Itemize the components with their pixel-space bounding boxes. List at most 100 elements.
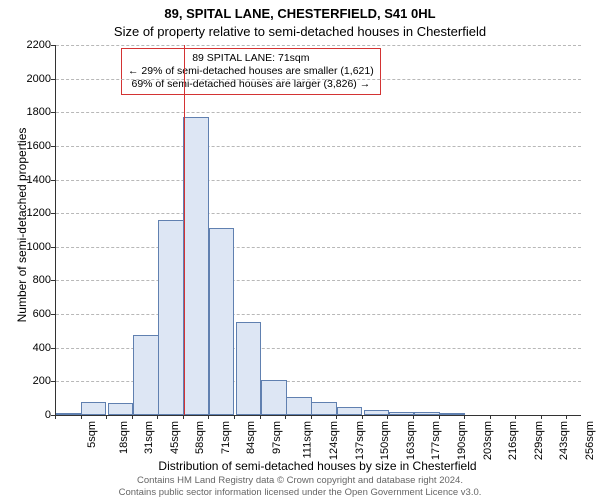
- xtick-mark: [439, 415, 440, 419]
- histogram-bar: [311, 402, 337, 415]
- ytick-label: 800: [25, 274, 51, 286]
- gridline: [56, 213, 581, 214]
- gridline: [56, 79, 581, 80]
- y-axis-label: Number of semi-detached properties: [15, 40, 29, 410]
- footer-attribution: Contains HM Land Registry data © Crown c…: [0, 475, 600, 498]
- histogram-bar: [439, 413, 465, 415]
- ytick-label: 1200: [25, 207, 51, 219]
- histogram-bar: [81, 402, 107, 415]
- xtick-label: 163sqm: [405, 421, 417, 460]
- xtick-label: 18sqm: [118, 421, 130, 454]
- gridline: [56, 247, 581, 248]
- annotation-line1: 89 SPITAL LANE: 71sqm: [128, 52, 374, 65]
- ytick-mark: [51, 213, 55, 214]
- chart-title-sub: Size of property relative to semi-detach…: [0, 24, 600, 39]
- xtick-label: 97sqm: [271, 421, 283, 454]
- ytick-label: 200: [25, 375, 51, 387]
- xtick-label: 177sqm: [431, 421, 443, 460]
- ytick-label: 1800: [25, 106, 51, 118]
- xtick-mark: [285, 415, 286, 419]
- xtick-label: 243sqm: [558, 421, 570, 460]
- ytick-mark: [51, 45, 55, 46]
- annotation-box: 89 SPITAL LANE: 71sqm ← 29% of semi-deta…: [121, 48, 381, 95]
- xtick-label: 71sqm: [220, 421, 232, 454]
- ytick-label: 400: [25, 342, 51, 354]
- xtick-mark: [132, 415, 133, 419]
- xtick-label: 203sqm: [482, 421, 494, 460]
- ytick-label: 1000: [25, 241, 51, 253]
- xtick-label: 137sqm: [354, 421, 366, 460]
- ytick-label: 2200: [25, 39, 51, 51]
- annotation-line3: 69% of semi-detached houses are larger (…: [128, 78, 374, 91]
- xtick-label: 216sqm: [507, 421, 519, 460]
- xtick-mark: [234, 415, 235, 419]
- histogram-bar: [183, 117, 209, 415]
- xtick-label: 229sqm: [533, 421, 545, 460]
- histogram-bar: [133, 335, 159, 415]
- xtick-mark: [362, 415, 363, 419]
- ytick-label: 0: [25, 409, 51, 421]
- xtick-label: 45sqm: [169, 421, 181, 454]
- ytick-mark: [51, 112, 55, 113]
- histogram-bar: [389, 412, 415, 415]
- gridline: [56, 314, 581, 315]
- xtick-label: 124sqm: [328, 421, 340, 460]
- xtick-mark: [157, 415, 158, 419]
- ytick-label: 600: [25, 308, 51, 320]
- annotation-line2: ← 29% of semi-detached houses are smalle…: [128, 65, 374, 78]
- histogram-bar: [108, 403, 134, 415]
- marker-line: [184, 45, 185, 415]
- histogram-bar: [261, 380, 287, 415]
- ytick-label: 1600: [25, 140, 51, 152]
- gridline: [56, 280, 581, 281]
- ytick-mark: [51, 180, 55, 181]
- xtick-label: 256sqm: [584, 421, 596, 460]
- xtick-mark: [566, 415, 567, 419]
- ytick-mark: [51, 348, 55, 349]
- ytick-mark: [51, 314, 55, 315]
- x-axis-label: Distribution of semi-detached houses by …: [55, 459, 580, 473]
- ytick-mark: [51, 247, 55, 248]
- xtick-mark: [81, 415, 82, 419]
- gridline: [56, 45, 581, 46]
- xtick-label: 111sqm: [301, 421, 313, 459]
- ytick-mark: [51, 381, 55, 382]
- gridline: [56, 112, 581, 113]
- histogram-bar: [236, 322, 262, 415]
- xtick-label: 58sqm: [194, 421, 206, 454]
- histogram-bar: [286, 397, 312, 416]
- histogram-bar: [414, 412, 440, 415]
- xtick-label: 84sqm: [245, 421, 257, 454]
- xtick-mark: [541, 415, 542, 419]
- ytick-label: 2000: [25, 73, 51, 85]
- chart-title-main: 89, SPITAL LANE, CHESTERFIELD, S41 0HL: [0, 6, 600, 21]
- histogram-bar: [56, 413, 82, 415]
- xtick-mark: [311, 415, 312, 419]
- histogram-bar: [337, 407, 363, 415]
- xtick-mark: [208, 415, 209, 419]
- ytick-mark: [51, 146, 55, 147]
- footer-line2: Contains public sector information licen…: [0, 487, 600, 498]
- xtick-mark: [183, 415, 184, 419]
- ytick-label: 1400: [25, 174, 51, 186]
- ytick-mark: [51, 79, 55, 80]
- xtick-mark: [515, 415, 516, 419]
- xtick-mark: [260, 415, 261, 419]
- xtick-mark: [387, 415, 388, 419]
- xtick-mark: [464, 415, 465, 419]
- histogram-bar: [209, 228, 235, 415]
- footer-line1: Contains HM Land Registry data © Crown c…: [0, 475, 600, 486]
- xtick-mark: [490, 415, 491, 419]
- xtick-label: 5sqm: [86, 421, 98, 448]
- ytick-mark: [51, 280, 55, 281]
- histogram-bar: [158, 220, 184, 415]
- xtick-mark: [413, 415, 414, 419]
- xtick-mark: [106, 415, 107, 419]
- gridline: [56, 146, 581, 147]
- chart-container: 89, SPITAL LANE, CHESTERFIELD, S41 0HL S…: [0, 0, 600, 500]
- xtick-label: 31sqm: [143, 421, 155, 454]
- xtick-mark: [336, 415, 337, 419]
- xtick-label: 150sqm: [379, 421, 391, 460]
- gridline: [56, 180, 581, 181]
- xtick-label: 190sqm: [456, 421, 468, 460]
